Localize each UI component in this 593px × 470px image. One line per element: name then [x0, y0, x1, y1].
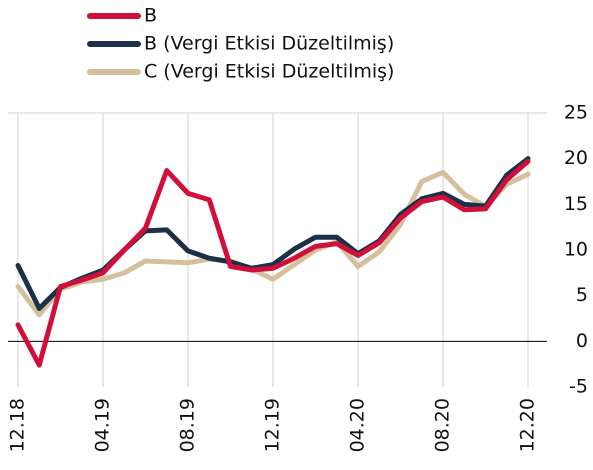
series-line — [15, 169, 531, 318]
y-tick-label: 25 — [564, 102, 588, 124]
y-tick-label: -5 — [569, 376, 588, 398]
y-tick-label: 0 — [576, 330, 588, 352]
x-tick-label: 12.18 — [7, 398, 29, 452]
legend-label: B (Vergi Etkisi Düzeltilmiş) — [144, 33, 394, 55]
y-tick-label: 15 — [564, 193, 588, 215]
x-tick-label: 08.20 — [432, 398, 454, 452]
x-tick-label: 08.19 — [177, 398, 199, 452]
legend-label: B — [144, 5, 157, 27]
y-tick-label: 5 — [576, 284, 588, 306]
x-tick-label: 12.20 — [517, 398, 539, 452]
x-tick-label: 12.19 — [262, 398, 284, 452]
y-tick-label: 20 — [564, 147, 588, 169]
series-line — [15, 158, 531, 368]
legend-label: C (Vergi Etkisi Düzeltilmiş) — [144, 61, 394, 83]
y-tick-label: 10 — [564, 239, 588, 261]
x-tick-label: 04.19 — [92, 398, 114, 452]
x-tick-label: 04.20 — [347, 398, 369, 452]
